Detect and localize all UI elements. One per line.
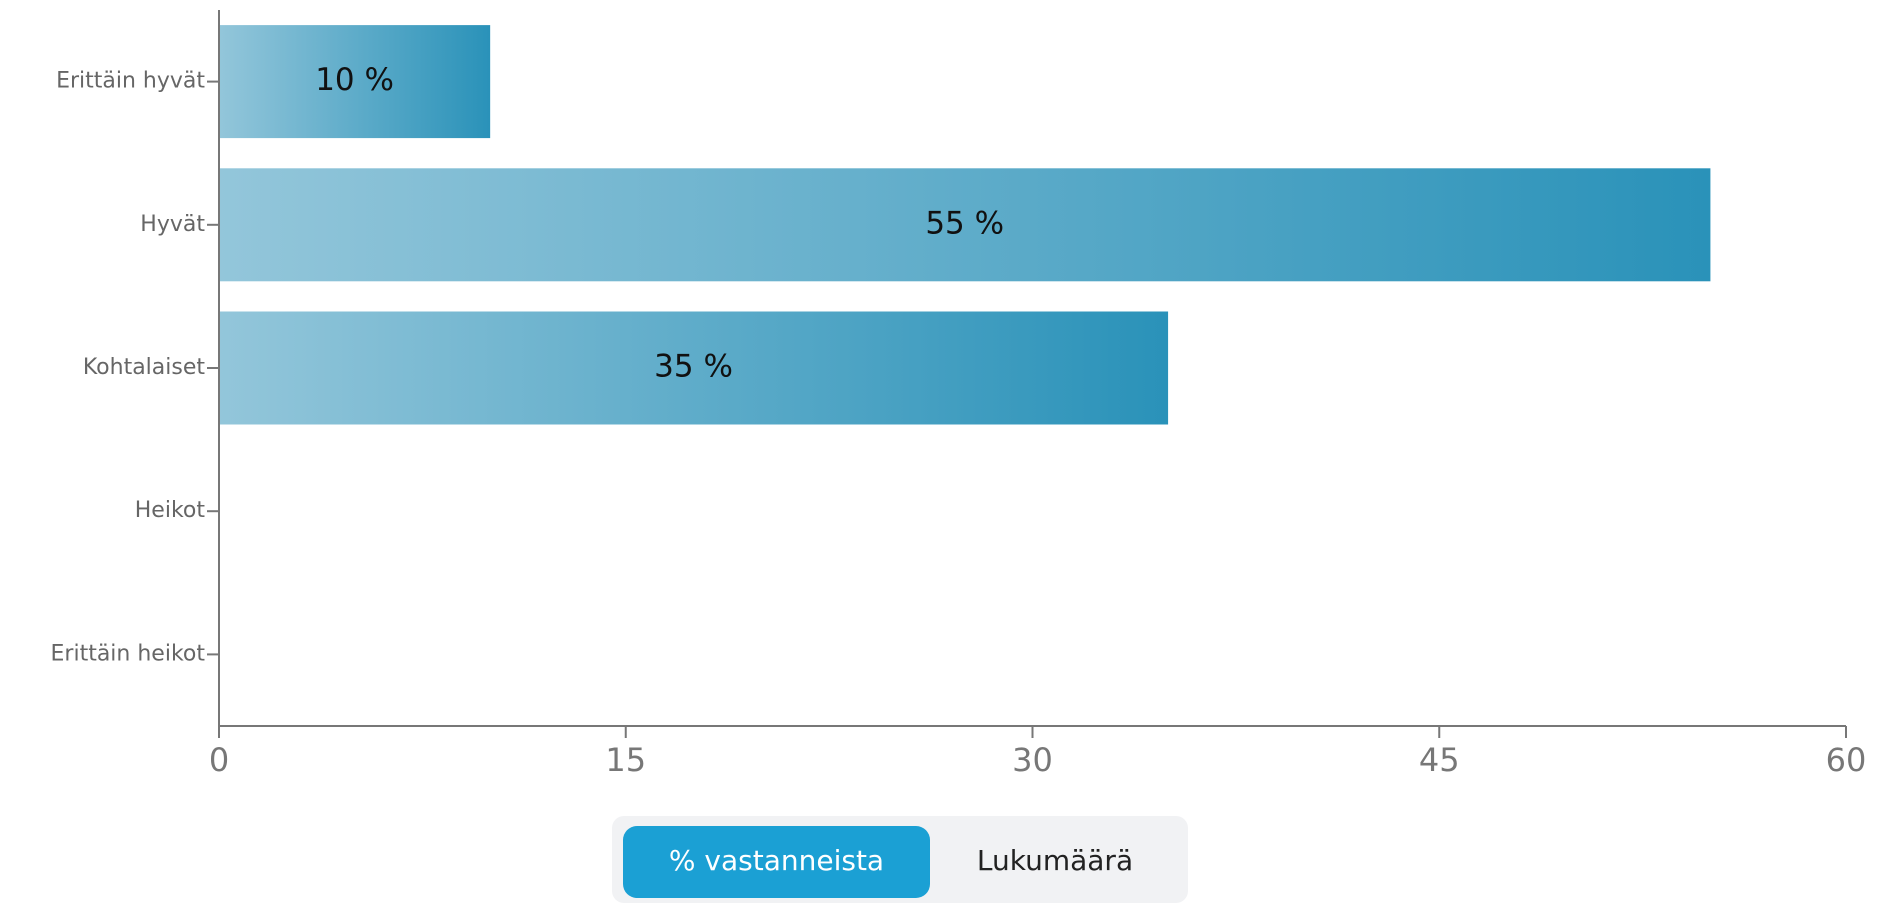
toggle-label[interactable]: Lukumäärä bbox=[977, 844, 1133, 877]
x-tick-label: 0 bbox=[209, 741, 229, 779]
x-tick-label: 30 bbox=[1012, 741, 1053, 779]
value-label: 35 % bbox=[654, 349, 733, 385]
category-label: Erittäin hyvät bbox=[56, 69, 205, 94]
category-label: Erittäin heikot bbox=[51, 641, 206, 666]
x-tick-label: 60 bbox=[1826, 741, 1867, 779]
bar bbox=[219, 168, 1711, 282]
category-label: Kohtalaiset bbox=[83, 355, 206, 380]
bar bbox=[219, 25, 491, 139]
category-label: Heikot bbox=[135, 498, 206, 523]
x-tick-label: 15 bbox=[605, 741, 646, 779]
value-label: 10 % bbox=[315, 62, 394, 98]
category-label: Hyvät bbox=[140, 212, 205, 237]
toggle-button[interactable] bbox=[623, 826, 930, 898]
x-tick-label: 45 bbox=[1419, 741, 1460, 779]
value-label: 55 % bbox=[925, 205, 1004, 241]
bar bbox=[219, 311, 1169, 425]
toggle-label[interactable]: % vastanneista bbox=[669, 844, 884, 877]
